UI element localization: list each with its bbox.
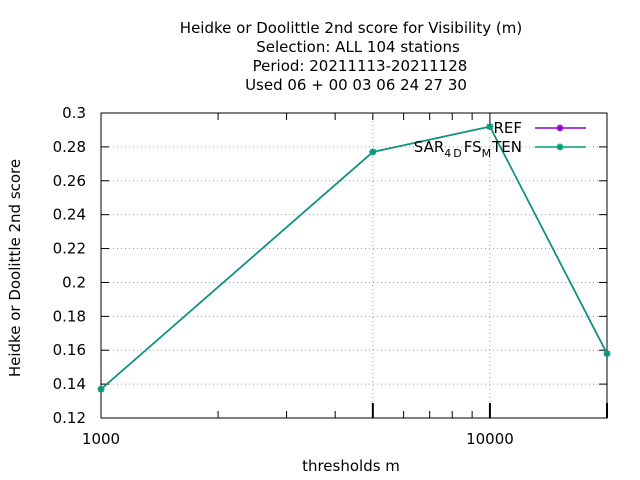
legend-ten-part: TEN [491,138,522,156]
y-tick-label: 0.14 [53,375,86,393]
y-tick-label: 0.12 [53,409,86,427]
x-tick-label: 10000 [466,430,514,448]
y-tick-label: 0.2 [62,273,86,291]
legend-sar-sub-4: 4 [444,147,451,160]
legend-sar-sub-d: D [453,147,461,160]
title-line-1: Heidke or Doolittle 2nd score for Visibi… [180,19,522,37]
legend: REF SAR4 D FSMTEN [414,119,586,160]
y-tick-label: 0.3 [62,104,86,122]
y-tick-label: 0.18 [53,307,86,325]
chart-title: Heidke or Doolittle 2nd score for Visibi… [180,19,522,94]
title-line-4: Used 06 + 00 03 06 24 27 30 [245,76,467,94]
grid [101,113,607,418]
legend-sub-m: M [482,147,492,160]
x-axis-label: thresholds m [302,457,400,475]
legend-marker-1 [556,143,564,151]
y-tick-label: 0.16 [53,341,86,359]
y-tick-label: 0.26 [53,172,86,190]
y-axis-label: Heidke or Doolittle 2nd score [6,159,24,377]
data-point-1 [486,123,494,131]
plot-frame [100,112,608,419]
axis-ticks [100,112,608,419]
y-tick-label: 0.24 [53,206,86,224]
y-tick-label: 0.28 [53,138,86,156]
legend-marker-0 [556,124,564,132]
data-point-1 [603,350,611,358]
legend-sar-part: SAR [414,138,444,156]
series-line-1 [100,125,608,390]
tick-labels: 0.12 0.14 0.16 0.18 0.2 0.22 0.24 0.26 0.28 0.3 10… [53,104,514,448]
x-tick-label: 1000 [82,430,120,448]
y-tick-label: 0.22 [53,240,86,258]
legend-label-ref: REF [493,119,522,137]
data-point-1 [97,385,105,393]
legend-fs-part: FS [464,138,482,156]
series [97,123,611,393]
title-line-3: Period: 20211113-20211128 [253,57,468,75]
legend-label-sar: SAR4 D FSMTEN [414,138,522,160]
data-point-1 [369,148,377,156]
title-line-2: Selection: ALL 104 stations [256,38,460,56]
